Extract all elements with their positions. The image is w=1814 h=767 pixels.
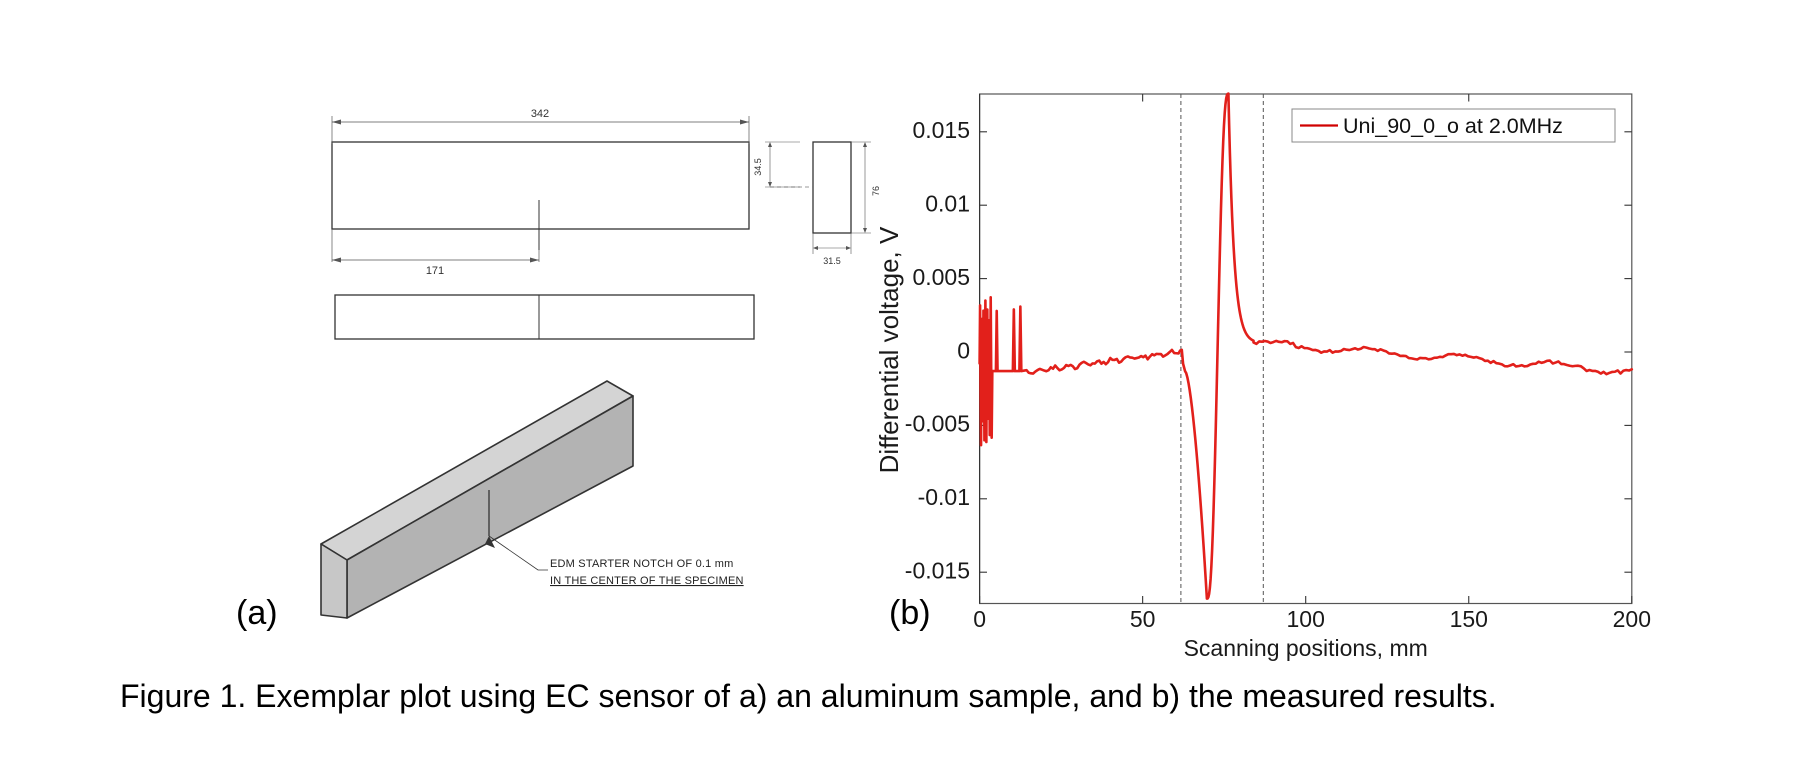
svg-text:Differential voltage, V: Differential voltage, V (874, 226, 904, 473)
svg-text:-0.015: -0.015 (905, 558, 970, 584)
svg-text:150: 150 (1450, 606, 1488, 632)
svg-text:200: 200 (1613, 606, 1651, 632)
svg-text:0: 0 (957, 338, 970, 364)
svg-text:0: 0 (973, 606, 986, 632)
svg-text:0.015: 0.015 (912, 117, 970, 143)
svg-text:50: 50 (1130, 606, 1156, 632)
svg-text:0.005: 0.005 (912, 264, 970, 290)
svg-text:Uni_90_0_o at 2.0MHz: Uni_90_0_o at 2.0MHz (1343, 114, 1563, 138)
svg-text:-0.01: -0.01 (918, 484, 970, 510)
svg-text:-0.005: -0.005 (905, 411, 970, 437)
svg-text:100: 100 (1287, 606, 1325, 632)
svg-text:Scanning positions, mm: Scanning positions, mm (1184, 635, 1428, 661)
svg-text:0.01: 0.01 (925, 191, 970, 217)
